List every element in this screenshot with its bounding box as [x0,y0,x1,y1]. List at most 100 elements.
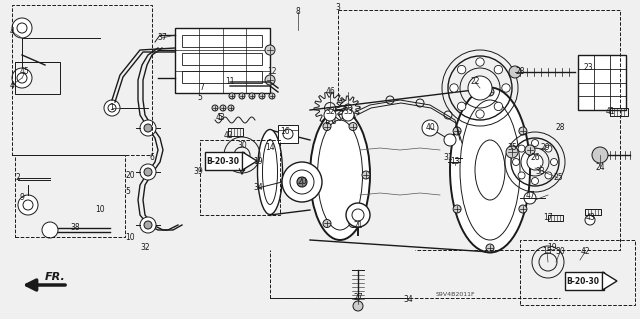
Circle shape [265,45,275,55]
Circle shape [422,120,438,136]
Bar [565,272,604,290]
Text: 37: 37 [157,33,167,42]
Text: 43: 43 [585,213,595,222]
Bar [278,125,298,143]
Text: 17: 17 [543,213,553,222]
Circle shape [140,164,156,180]
Text: 7: 7 [200,84,204,93]
Circle shape [140,217,156,233]
Circle shape [476,110,484,118]
Circle shape [228,105,234,111]
Circle shape [349,122,357,130]
Text: 5: 5 [218,114,223,122]
Circle shape [144,124,152,132]
Bar [200,140,280,215]
Circle shape [269,93,275,99]
Circle shape [545,145,552,152]
Text: 21: 21 [353,220,363,229]
Text: 33: 33 [535,167,545,176]
Circle shape [444,134,456,146]
Text: B-20-30: B-20-30 [207,157,240,166]
Text: 19: 19 [547,243,557,253]
Bar [585,209,601,215]
Text: 22: 22 [470,78,480,86]
Text: 10: 10 [125,234,135,242]
Text: 40: 40 [425,123,435,132]
Text: B-20-30: B-20-30 [566,277,600,286]
Circle shape [323,122,331,130]
Circle shape [513,159,520,166]
Text: 42: 42 [223,130,233,139]
Circle shape [140,120,156,136]
Circle shape [353,301,363,311]
Text: 15: 15 [542,248,552,256]
Text: 27: 27 [353,293,363,302]
Text: 41: 41 [605,108,615,116]
Bar [182,71,262,83]
Circle shape [346,203,370,227]
Circle shape [297,177,307,187]
Bar [182,35,262,47]
Text: 4: 4 [10,27,15,36]
Text: 31: 31 [443,153,453,162]
Text: 8: 8 [296,8,300,17]
Circle shape [519,127,527,135]
Circle shape [494,65,502,74]
Circle shape [518,145,525,152]
Text: 25: 25 [553,174,563,182]
Circle shape [212,105,218,111]
Bar [548,215,563,221]
Circle shape [509,66,521,78]
Circle shape [229,93,235,99]
Text: 10: 10 [95,205,105,214]
Circle shape [12,68,32,88]
Circle shape [585,215,595,225]
Circle shape [265,75,275,85]
Bar [15,155,125,237]
Circle shape [104,100,120,116]
Text: S9V4B2011F: S9V4B2011F [435,293,475,298]
Text: 14: 14 [265,144,275,152]
Text: 45: 45 [20,68,30,77]
Circle shape [494,102,502,111]
Text: FR.: FR. [45,272,65,282]
Circle shape [518,172,525,179]
Text: 38: 38 [70,224,80,233]
Text: 28: 28 [515,68,525,77]
Circle shape [220,105,226,111]
Text: 47: 47 [525,190,535,199]
Text: 32: 32 [325,108,335,116]
Circle shape [453,127,461,135]
Text: 24: 24 [595,164,605,173]
Circle shape [324,109,336,121]
Circle shape [476,58,484,66]
Text: 46: 46 [325,87,335,97]
Bar [205,152,244,170]
Text: 11: 11 [225,78,235,86]
Circle shape [144,168,152,176]
Polygon shape [602,272,617,290]
Bar [610,108,628,116]
Circle shape [458,65,466,74]
Ellipse shape [450,87,530,253]
Circle shape [342,109,354,121]
Circle shape [453,205,461,213]
Circle shape [506,146,518,158]
Text: 29: 29 [540,144,550,152]
Text: 32: 32 [140,243,150,253]
Circle shape [12,18,32,38]
Text: 13: 13 [450,158,460,167]
Text: 34: 34 [253,183,263,192]
Text: 30: 30 [237,140,247,150]
Circle shape [310,171,318,179]
Circle shape [519,205,527,213]
Text: 28: 28 [556,123,564,132]
Circle shape [283,129,293,139]
Circle shape [502,84,510,92]
Text: 42: 42 [580,248,590,256]
Text: 6: 6 [150,153,154,162]
Circle shape [259,93,265,99]
Circle shape [545,172,552,179]
Text: 20: 20 [297,177,307,187]
Text: 1: 1 [109,103,115,113]
